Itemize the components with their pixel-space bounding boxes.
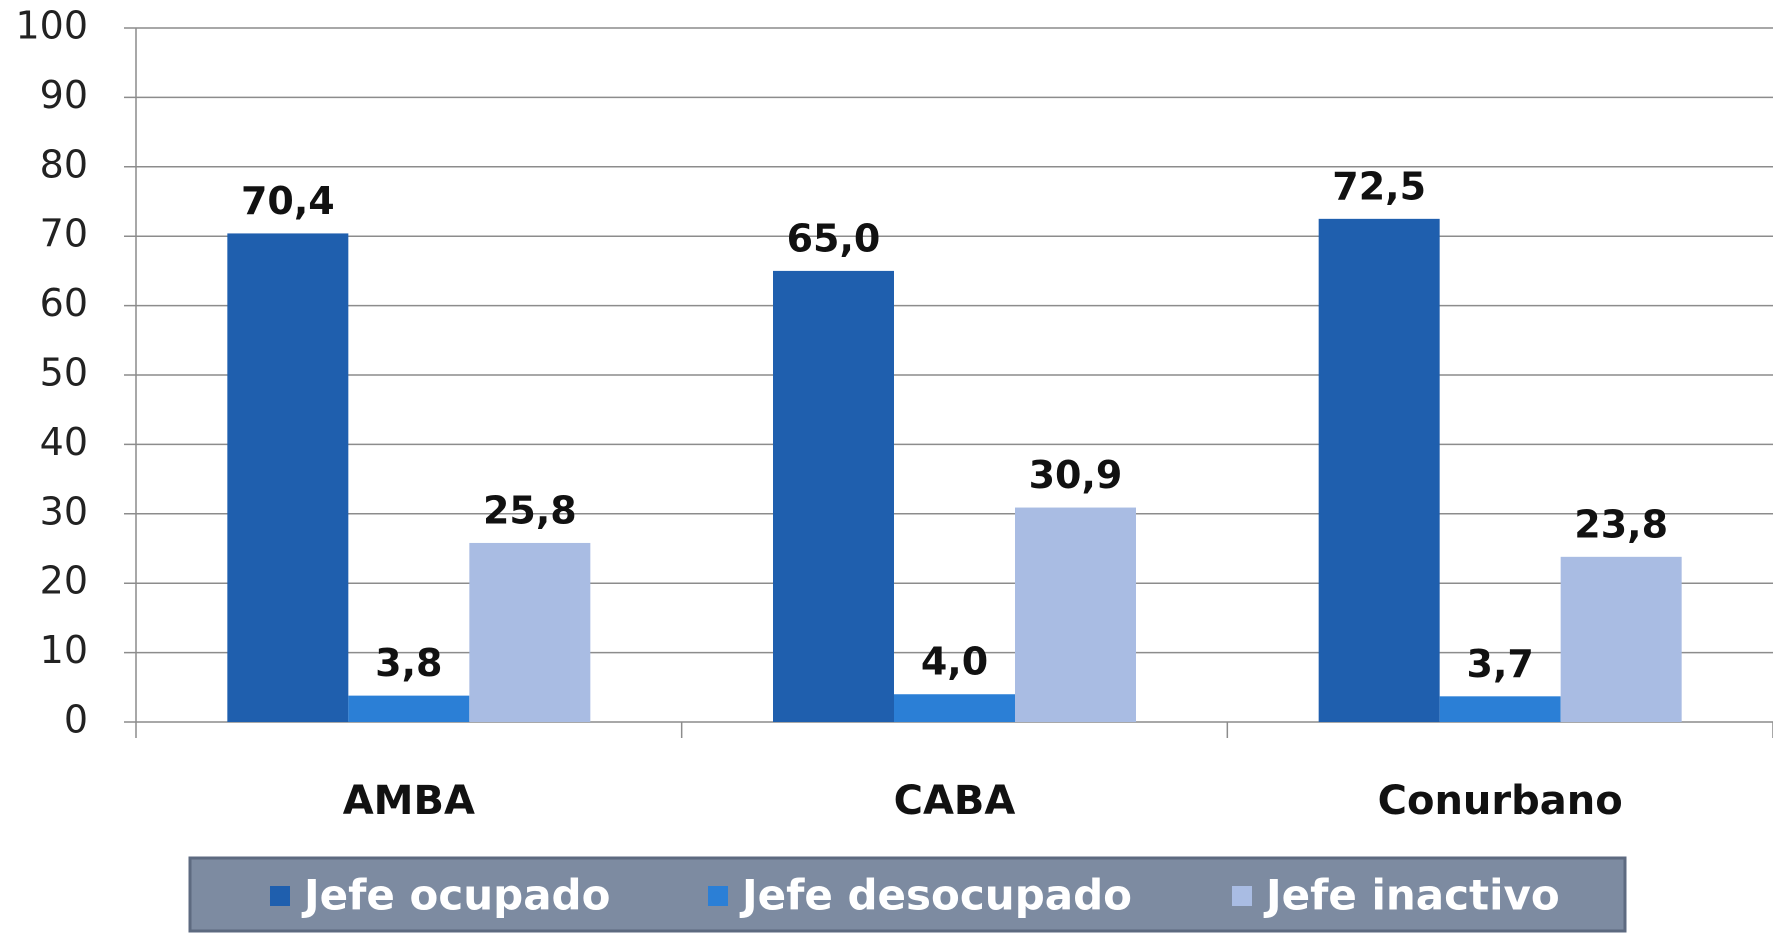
y-tick-label: 10 xyxy=(40,628,88,672)
bar xyxy=(894,694,1015,722)
data-label: 4,0 xyxy=(921,640,988,684)
data-label: 70,4 xyxy=(241,179,335,223)
legend-swatch xyxy=(270,886,290,906)
y-tick-label: 0 xyxy=(64,698,88,742)
bar xyxy=(348,695,470,722)
bar xyxy=(773,270,894,722)
y-tick-label: 40 xyxy=(40,420,88,464)
x-tick-label: Conurbano xyxy=(1378,778,1623,824)
legend-label: Jefe desocupado xyxy=(739,871,1132,920)
legend-swatch xyxy=(708,886,728,906)
bar xyxy=(1015,507,1136,722)
data-label: 30,9 xyxy=(1029,453,1123,497)
data-label: 65,0 xyxy=(787,216,881,260)
data-label: 25,8 xyxy=(483,488,577,532)
data-label: 3,8 xyxy=(375,641,442,685)
legend-box xyxy=(188,856,1627,933)
data-label: 72,5 xyxy=(1332,164,1426,208)
y-tick-label: 50 xyxy=(40,351,88,395)
legend-label: Jefe inactivo xyxy=(1263,871,1560,920)
bar xyxy=(469,542,591,722)
y-tick-label: 90 xyxy=(40,73,88,117)
y-tick-label: 30 xyxy=(40,489,88,533)
y-tick-label: 20 xyxy=(40,559,88,603)
y-tick-label: 80 xyxy=(40,142,88,186)
x-tick-label: AMBA xyxy=(343,778,475,824)
bar xyxy=(227,233,349,722)
y-tick-label: 70 xyxy=(40,212,88,256)
x-tick-label: CABA xyxy=(894,778,1016,824)
data-label: 3,7 xyxy=(1467,642,1534,686)
data-label: 23,8 xyxy=(1574,502,1668,546)
bar xyxy=(1318,218,1440,722)
y-tick-label: 100 xyxy=(15,4,88,48)
bar xyxy=(1560,556,1682,722)
bar xyxy=(1439,696,1561,722)
legend-label: Jefe ocupado xyxy=(301,871,610,920)
legend-swatch xyxy=(1232,886,1252,906)
y-tick-label: 60 xyxy=(40,281,88,325)
